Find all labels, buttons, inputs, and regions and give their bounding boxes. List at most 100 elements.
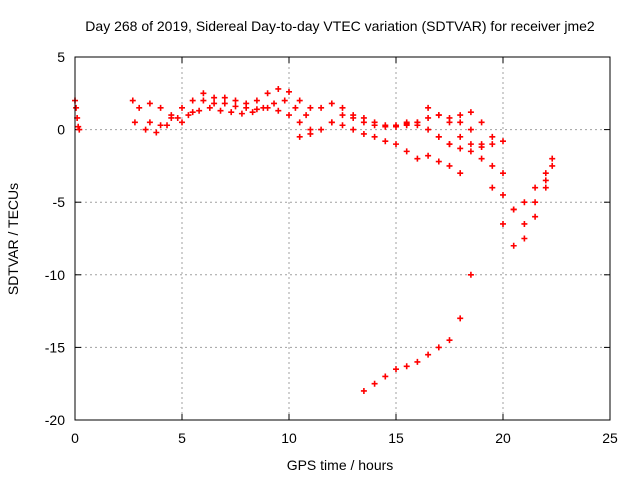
data-point xyxy=(457,315,464,322)
data-point xyxy=(435,112,442,119)
x-tick-label: 25 xyxy=(602,430,618,446)
data-point xyxy=(281,97,288,104)
data-point xyxy=(318,126,325,133)
data-point xyxy=(425,351,432,358)
data-point xyxy=(253,106,260,113)
data-point xyxy=(382,373,389,380)
x-tick-labels: 0 5 10 15 20 25 xyxy=(71,430,618,446)
data-point xyxy=(211,94,218,101)
data-point xyxy=(521,235,528,242)
series-arc-f xyxy=(328,119,464,177)
data-point xyxy=(403,363,410,370)
series-arc-low xyxy=(360,271,474,394)
data-point xyxy=(303,112,310,119)
data-point xyxy=(232,103,239,110)
data-point xyxy=(542,184,549,191)
data-point xyxy=(435,158,442,165)
data-point xyxy=(360,114,367,121)
x-tick-label: 20 xyxy=(495,430,511,446)
y-tick-label: -5 xyxy=(53,194,66,210)
data-point xyxy=(382,122,389,129)
data-point xyxy=(371,133,378,140)
series-arc-c xyxy=(146,85,314,126)
data-point xyxy=(414,358,421,365)
data-point xyxy=(339,104,346,111)
data-point xyxy=(221,100,228,107)
data-point xyxy=(467,271,474,278)
data-point xyxy=(275,107,282,114)
axis-ticks xyxy=(74,56,611,421)
data-point xyxy=(425,114,432,121)
data-point xyxy=(260,104,267,111)
data-point xyxy=(403,122,410,129)
x-tick-label: 10 xyxy=(281,430,297,446)
data-point xyxy=(339,122,346,129)
data-point xyxy=(75,123,82,130)
data-point xyxy=(200,97,207,104)
data-point xyxy=(489,133,496,140)
x-tick-label: 5 xyxy=(178,430,186,446)
data-point xyxy=(403,148,410,155)
x-tick-label: 15 xyxy=(388,430,404,446)
data-point xyxy=(292,104,299,111)
y-tick-labels: 5 0 -5 -10 -15 -20 xyxy=(45,49,65,428)
plot-frame xyxy=(74,56,611,421)
data-point xyxy=(393,123,399,130)
data-point xyxy=(153,129,160,136)
data-point xyxy=(328,119,335,126)
data-point xyxy=(168,114,175,121)
data-point xyxy=(549,162,556,169)
data-point xyxy=(446,337,453,344)
data-point xyxy=(360,130,367,137)
data-point xyxy=(457,170,464,177)
data-point xyxy=(157,122,164,129)
data-point xyxy=(446,119,453,126)
data-point xyxy=(136,104,143,111)
data-point xyxy=(142,126,149,133)
series-arc-h xyxy=(425,104,556,227)
data-point xyxy=(185,112,192,119)
data-point xyxy=(393,366,399,373)
data-point xyxy=(435,344,442,351)
data-point xyxy=(435,133,442,140)
grid-lines xyxy=(75,57,610,420)
data-point xyxy=(157,104,164,111)
series-arc-g xyxy=(403,112,556,213)
data-point xyxy=(414,119,421,126)
data-point xyxy=(146,100,153,107)
data-point xyxy=(414,155,421,162)
data-point xyxy=(164,122,171,129)
x-tick-label: 0 xyxy=(71,430,79,446)
data-point xyxy=(286,88,292,95)
data-point xyxy=(238,110,245,117)
data-point xyxy=(271,100,278,107)
data-point xyxy=(371,119,378,126)
x-axis-label: GPS time / hours xyxy=(287,457,394,473)
data-point xyxy=(196,107,203,114)
y-axis-label: SDTVAR / TECUs xyxy=(5,183,21,295)
data-point xyxy=(189,97,196,104)
data-point xyxy=(425,152,432,159)
y-tick-label: -15 xyxy=(45,339,65,355)
data-point xyxy=(371,380,378,387)
data-point xyxy=(249,109,256,116)
data-point xyxy=(532,184,539,191)
data-point xyxy=(264,90,271,97)
data-point xyxy=(446,162,453,169)
data-point xyxy=(489,141,496,148)
data-point xyxy=(382,138,389,145)
y-tick-label: 0 xyxy=(57,122,65,138)
data-point xyxy=(174,114,181,121)
data-point xyxy=(179,119,185,126)
data-point xyxy=(521,199,528,206)
data-point xyxy=(350,126,357,133)
data-point xyxy=(146,119,153,126)
series-arc-b xyxy=(131,97,310,136)
data-point xyxy=(510,206,517,213)
series-arc-start xyxy=(72,97,83,133)
chart-title: Day 268 of 2019, Sidereal Day-to-day VTE… xyxy=(85,18,595,34)
data-point xyxy=(73,104,80,111)
data-point xyxy=(206,104,213,111)
data-point xyxy=(549,155,556,162)
